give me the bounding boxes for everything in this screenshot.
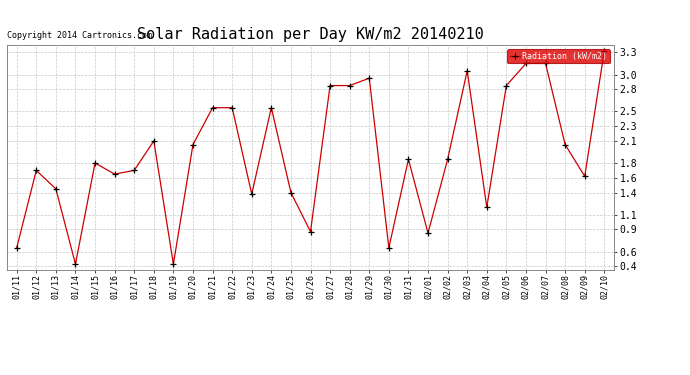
Legend: Radiation (kW/m2): Radiation (kW/m2) xyxy=(507,49,610,63)
Text: Copyright 2014 Cartronics.com: Copyright 2014 Cartronics.com xyxy=(7,32,152,40)
Title: Solar Radiation per Day KW/m2 20140210: Solar Radiation per Day KW/m2 20140210 xyxy=(137,27,484,42)
